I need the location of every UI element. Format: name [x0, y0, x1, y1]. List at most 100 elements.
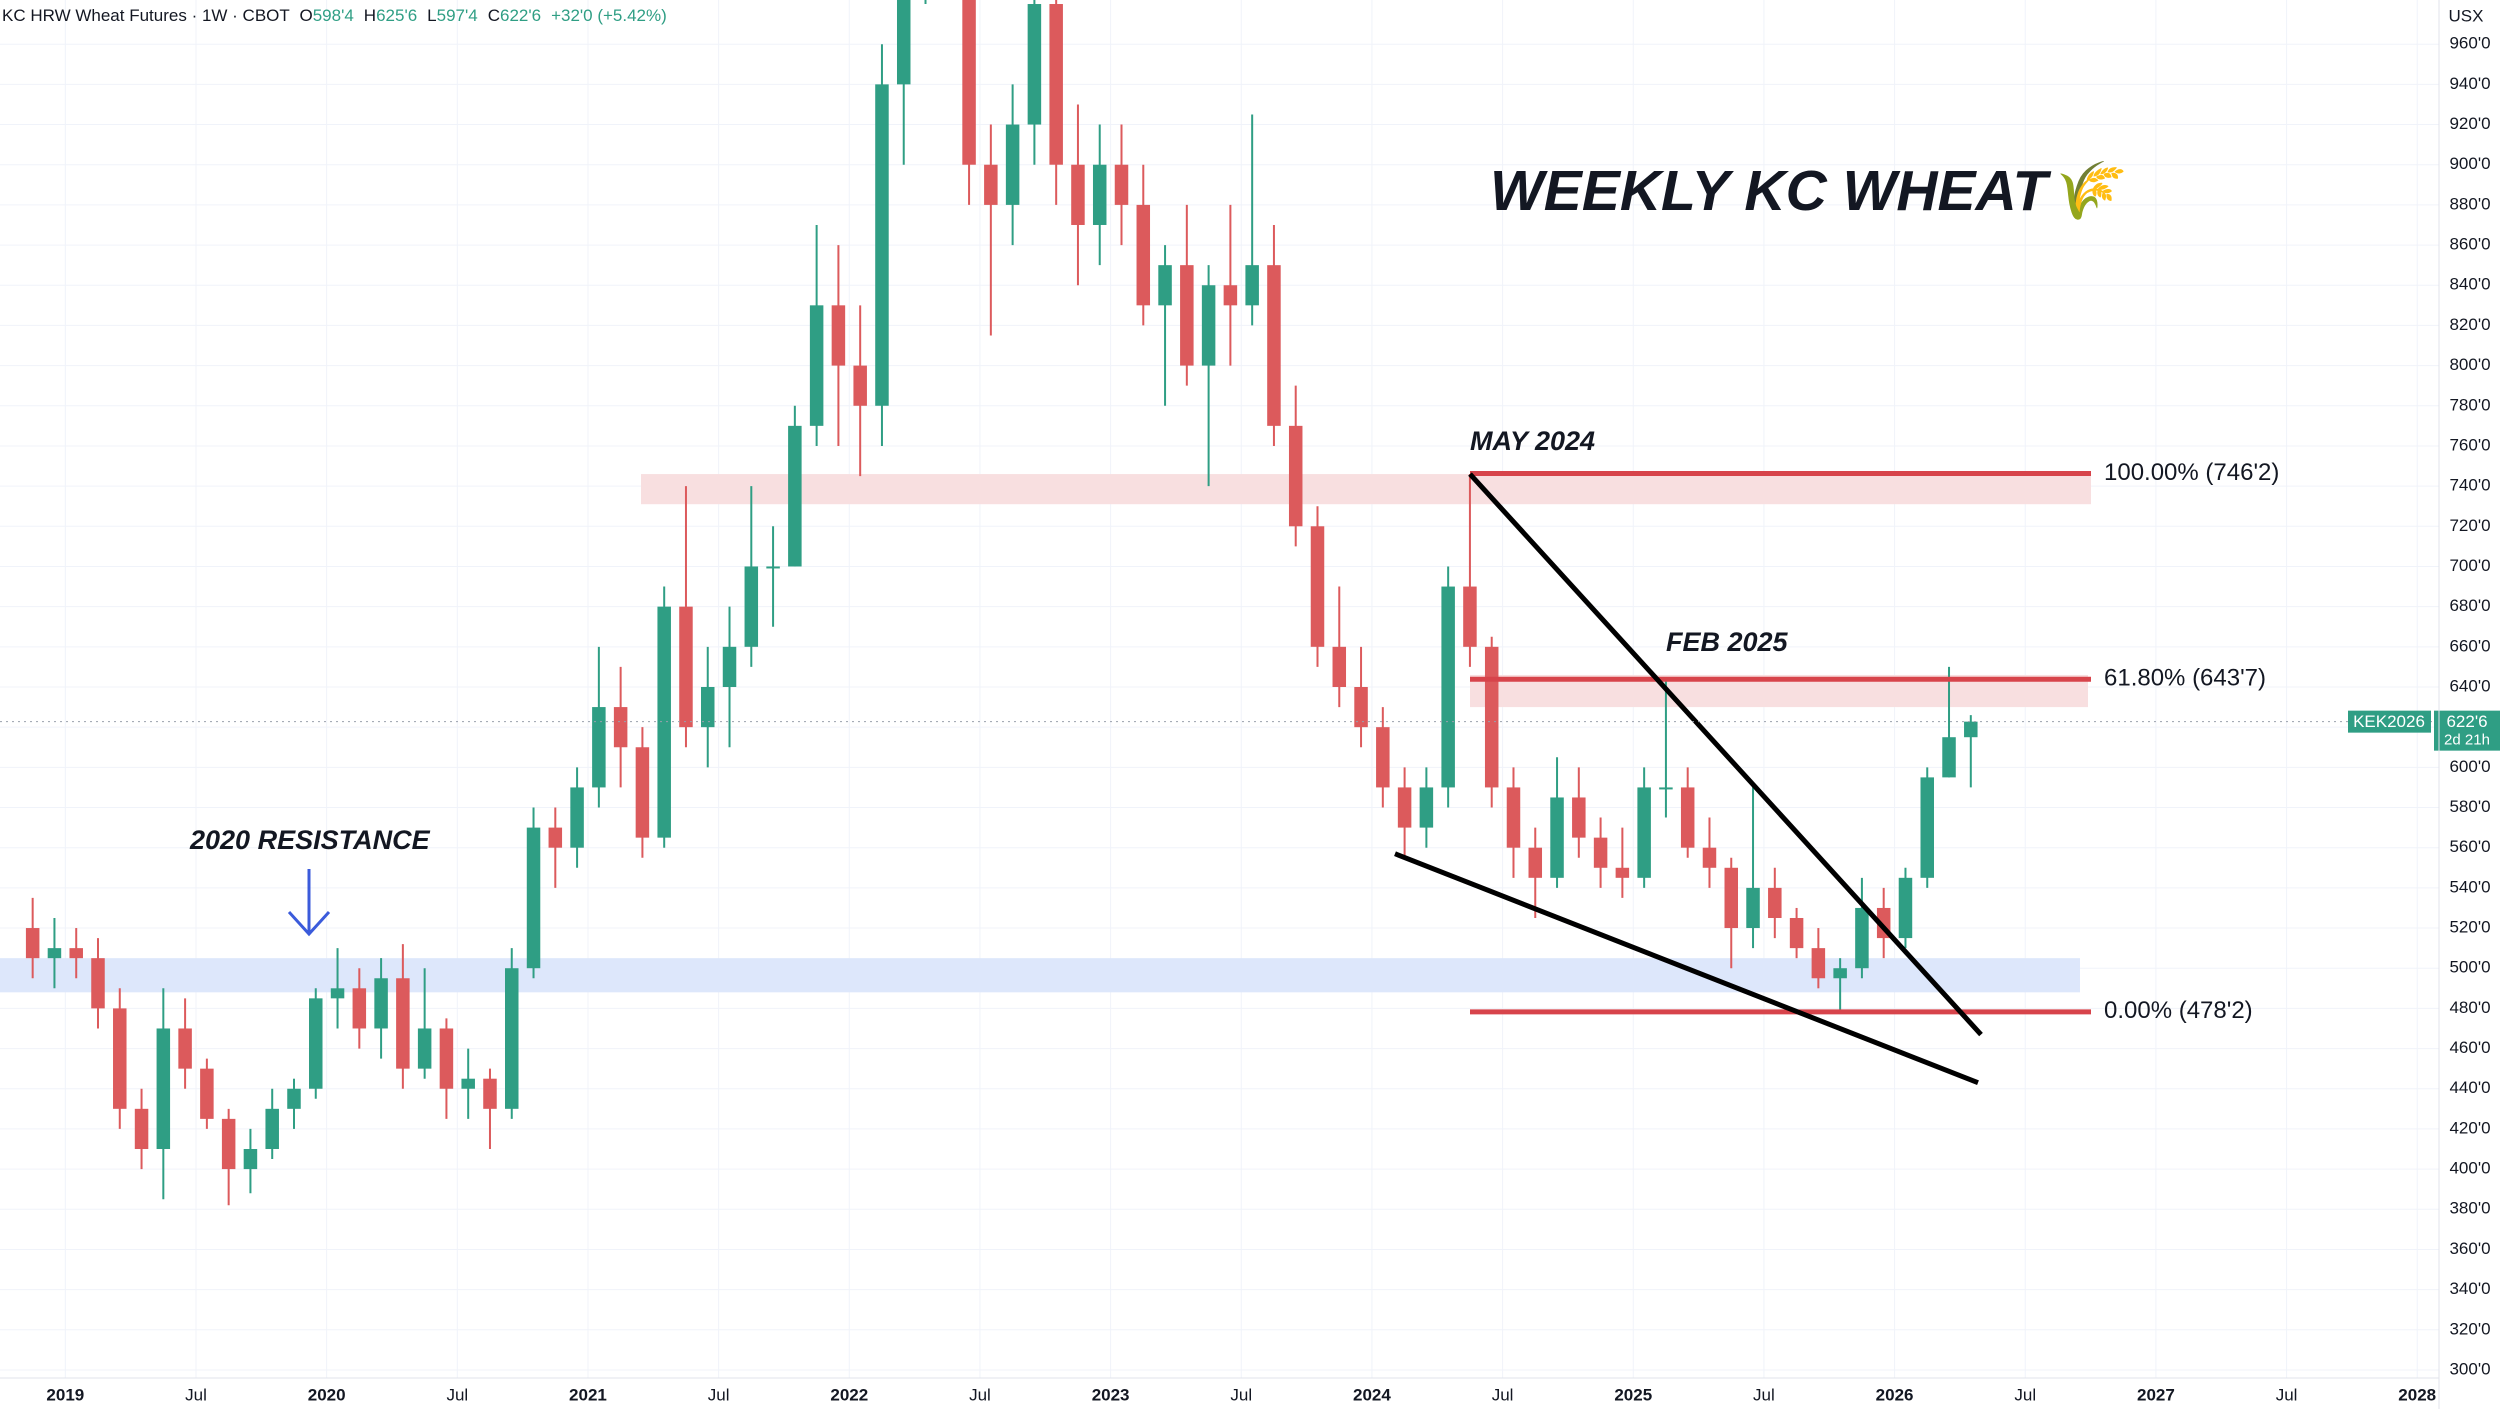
- chart-title: WEEKLY KC WHEAT🌾: [1490, 159, 2128, 223]
- x-tick-label: 2026: [1876, 1385, 1914, 1404]
- candle-body: [679, 606, 693, 728]
- candle-body: [613, 707, 628, 748]
- candle-body: [483, 1078, 497, 1109]
- candle-body: [1942, 737, 1956, 778]
- y-tick-label: 500'0: [2449, 958, 2490, 977]
- zone: [0, 958, 2080, 993]
- candle-body: [1114, 164, 1129, 205]
- y-tick-label: 400'0: [2449, 1159, 2490, 1178]
- annotation: FEB 2025: [1666, 627, 1789, 657]
- ohlc-key: O: [299, 6, 312, 25]
- symbol: KC HRW Wheat Futures · 1W · CBOT: [2, 6, 289, 25]
- y-tick-label: 880'0: [2449, 194, 2490, 213]
- last-price-label: 622'6: [2446, 712, 2487, 731]
- x-tick-label: 2022: [830, 1385, 868, 1404]
- ohlc-key: L: [427, 6, 436, 25]
- y-tick-label: 920'0: [2449, 114, 2490, 133]
- x-tick-label: 2021: [569, 1385, 607, 1404]
- y-tick-label: 420'0: [2449, 1118, 2490, 1137]
- candle-body: [69, 948, 83, 959]
- y-tick-label: 480'0: [2449, 998, 2490, 1017]
- candle-body: [1267, 265, 1281, 426]
- candle-body: [1528, 847, 1543, 878]
- y-tick-label: 720'0: [2449, 516, 2490, 535]
- candle-body: [374, 978, 388, 1029]
- ticker: KEK2026: [2353, 712, 2425, 731]
- candle-body: [875, 84, 889, 406]
- x-tick-label: Jul: [2014, 1385, 2036, 1404]
- candle-body: [1397, 787, 1412, 828]
- y-tick-label: 520'0: [2449, 918, 2490, 937]
- candle-body: [1463, 586, 1477, 647]
- y-tick-label: 940'0: [2449, 74, 2490, 93]
- candle-body: [1724, 867, 1739, 929]
- x-tick-label: Jul: [969, 1385, 991, 1404]
- candle-body: [287, 1088, 301, 1109]
- y-tick-label: 700'0: [2449, 556, 2490, 575]
- candle-body: [1920, 777, 1934, 878]
- candle-body: [526, 827, 541, 969]
- countdown: 2d 21h: [2444, 732, 2490, 749]
- candle-body: [853, 365, 867, 406]
- candle-body: [1158, 265, 1172, 306]
- x-tick-label: 2027: [2137, 1385, 2175, 1404]
- y-tick-label: 900'0: [2449, 154, 2490, 173]
- x-tick-label: Jul: [1492, 1385, 1514, 1404]
- candle-body: [1201, 285, 1216, 366]
- candle-body: [657, 606, 671, 838]
- candle-body: [1506, 787, 1521, 848]
- header: KC HRW Wheat Futures · 1W · CBOT O598'4 H6…: [2, 6, 667, 25]
- x-tick-label: Jul: [185, 1385, 207, 1404]
- annotation: 2020 RESISTANCE: [189, 825, 431, 855]
- candle-body: [439, 1028, 454, 1089]
- zone: [641, 474, 2091, 505]
- y-tick-label: 320'0: [2449, 1319, 2490, 1338]
- y-tick-label: 820'0: [2449, 315, 2490, 334]
- y-tick-label: 360'0: [2449, 1239, 2490, 1258]
- y-tick-label: 640'0: [2449, 676, 2490, 695]
- y-tick-label: 780'0: [2449, 395, 2490, 414]
- y-tick-label: 740'0: [2449, 476, 2490, 495]
- candle-body: [722, 646, 737, 687]
- ohlc-value: 597'4: [437, 6, 478, 25]
- fib-label: 61.80% (643'7): [2104, 665, 2266, 692]
- x-tick-label: Jul: [1753, 1385, 1775, 1404]
- candle-body: [113, 1008, 127, 1109]
- candle-body: [1811, 948, 1826, 979]
- candle-body: [570, 787, 584, 848]
- ohlc-value: 598'4: [313, 6, 354, 25]
- y-tick-label: 300'0: [2449, 1359, 2490, 1378]
- candle-body: [1659, 787, 1673, 790]
- x-tick-label: 2023: [1092, 1385, 1130, 1404]
- y-tick-label: 460'0: [2449, 1038, 2490, 1057]
- candle-body: [1419, 787, 1434, 828]
- ohlc-value: 625'6: [376, 6, 417, 25]
- candle-body: [221, 1118, 236, 1170]
- x-tick-label: 2028: [2398, 1385, 2436, 1404]
- candle-body: [1964, 721, 1978, 738]
- y-tick-label: 840'0: [2449, 275, 2490, 294]
- trendline: [1468, 472, 1983, 1037]
- candle-body: [1136, 204, 1151, 306]
- y-tick-label: 800'0: [2449, 355, 2490, 374]
- x-tick-label: Jul: [1230, 1385, 1252, 1404]
- candle-body: [25, 928, 40, 959]
- candle-body: [1768, 887, 1782, 918]
- candle-body: [265, 1108, 279, 1150]
- y-tick-label: 760'0: [2449, 435, 2490, 454]
- candle-body: [962, 0, 976, 165]
- x-tick-label: 2020: [308, 1385, 346, 1404]
- candle-body: [330, 988, 345, 999]
- candle-body: [548, 827, 563, 848]
- y-tick-label: 960'0: [2449, 34, 2490, 53]
- candle-body: [352, 988, 367, 1029]
- candle-body: [505, 968, 519, 1109]
- candle-body: [744, 566, 759, 647]
- candle-body: [896, 0, 911, 85]
- candle-body: [1288, 425, 1303, 527]
- y-tick-label: 600'0: [2449, 757, 2490, 776]
- y-tick-label: 660'0: [2449, 636, 2490, 655]
- y-tick-label: 560'0: [2449, 837, 2490, 856]
- candle-body: [1550, 797, 1564, 878]
- annotation: MAY 2024: [1470, 426, 1595, 456]
